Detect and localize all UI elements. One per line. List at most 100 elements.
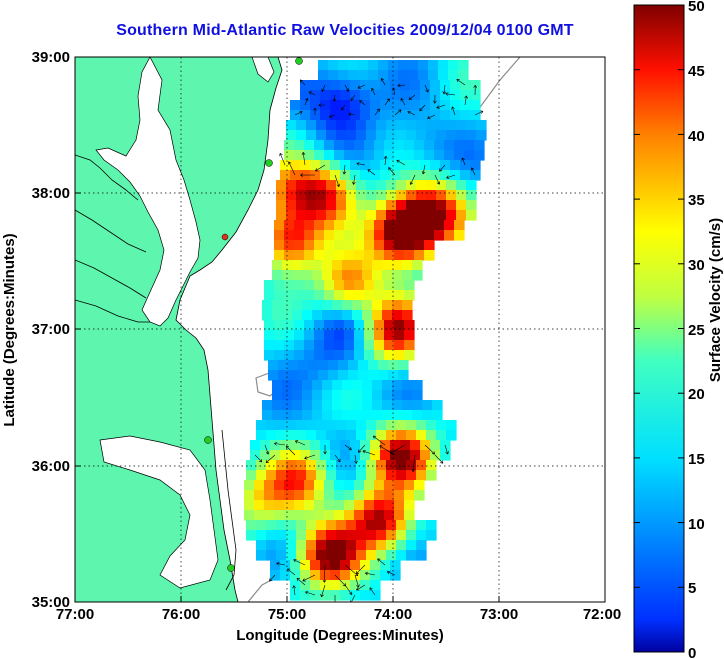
velocity-cell [256,470,267,481]
velocity-cell [270,450,281,461]
velocity-cell [356,430,367,441]
velocity-cell [352,410,363,421]
velocity-cell [304,250,315,261]
velocity-cell [376,180,387,191]
velocity-cell [386,200,397,211]
velocity-cell [296,180,307,191]
velocity-arrow [318,103,326,107]
velocity-cell [334,340,345,351]
velocity-cell [466,120,477,131]
velocity-cell [446,420,457,431]
velocity-cell [256,460,267,471]
velocity-cell [310,170,321,181]
velocity-cell [346,520,357,531]
velocity-cell [466,200,477,211]
velocity-cell [346,420,357,431]
velocity-cell [282,270,293,281]
velocity-cell [406,550,417,561]
velocity-arrow [300,173,316,177]
velocity-cell [360,110,371,121]
velocity-cell [416,180,427,191]
velocity-cell [314,330,325,341]
river-york [75,259,147,299]
velocity-cell [374,140,385,151]
velocity-cell [406,430,417,441]
velocity-cell [348,60,359,71]
velocity-cell [356,530,367,541]
velocity-cell [336,540,347,551]
velocity-cell [330,110,341,121]
velocity-arrow [304,454,316,460]
velocity-cell [430,110,441,121]
velocity-cell [426,210,437,221]
velocity-cell [378,60,389,71]
velocity-cell [344,150,355,161]
velocity-cell [300,440,311,451]
colorbar-tick-label: 30 [688,257,705,274]
velocity-cell [264,500,275,511]
velocity-cell [336,210,347,221]
velocity-cell [314,150,325,161]
velocity-arrow [439,164,446,172]
velocity-cell [350,590,361,601]
velocity-cell [266,460,277,471]
velocity-cell [404,290,415,301]
velocity-cell [302,260,313,271]
velocity-cell [414,490,425,501]
lat-lon-grid [75,57,605,602]
velocity-cell [336,180,347,191]
velocity-cell [348,70,359,81]
velocity-cell [320,450,331,461]
velocity-cell [426,420,437,431]
velocity-cell [454,140,465,151]
velocity-cell [454,150,465,161]
velocity-arrow [304,98,309,106]
velocity-cell [344,510,355,521]
velocity-cell [286,120,297,131]
velocity-cell [384,480,395,491]
velocity-cell [474,150,485,161]
velocity-cell [308,360,319,371]
velocity-cell [444,150,455,161]
velocity-cell [370,440,381,451]
velocity-cell [342,380,353,391]
velocity-cell [292,400,303,411]
velocity-arrow [396,159,406,166]
velocity-arrow [254,454,263,463]
velocity-arrow [299,79,306,86]
velocity-cell [380,110,391,121]
velocity-cell [362,380,373,391]
velocity-cell [376,460,387,471]
velocity-cell [346,460,357,471]
velocity-cell [256,550,267,561]
velocity-cell [360,80,371,91]
velocity-arrow [356,162,366,166]
velocity-cell [266,520,277,531]
velocity-cell [358,360,369,371]
velocity-cell [310,110,321,121]
velocity-cell [400,80,411,91]
velocity-cell [296,120,307,131]
velocity-cell [354,290,365,301]
velocity-cell [410,170,421,181]
velocity-cell [370,160,381,171]
velocity-arrow [384,98,390,106]
velocity-cell [350,90,361,101]
velocity-cell [344,230,355,241]
velocity-cell [400,160,411,171]
velocity-cell [360,170,371,181]
velocity-cell [400,90,411,101]
velocity-cell [396,210,407,221]
velocity-cell [386,530,397,541]
velocity-cell [284,280,295,291]
velocity-arrow [446,174,456,179]
velocity-cell [344,320,355,331]
velocity-cell [366,130,377,141]
velocity-cell [310,570,321,581]
velocity-cell [282,400,293,411]
velocity-cell [310,440,321,451]
velocity-cell [302,390,313,401]
velocity-cell [294,150,305,161]
velocity-cell [370,90,381,101]
velocity-cell [292,300,303,311]
